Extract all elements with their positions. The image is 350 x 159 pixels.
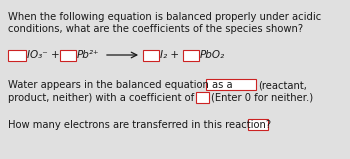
FancyBboxPatch shape: [8, 49, 26, 61]
Text: Pb²⁺: Pb²⁺: [77, 50, 99, 60]
FancyBboxPatch shape: [248, 119, 268, 130]
Text: (reactant,: (reactant,: [258, 80, 307, 90]
Text: Water appears in the balanced equation as a: Water appears in the balanced equation a…: [8, 80, 233, 90]
FancyBboxPatch shape: [196, 92, 209, 103]
FancyBboxPatch shape: [206, 79, 256, 90]
Text: When the following equation is balanced properly under acidic: When the following equation is balanced …: [8, 12, 321, 22]
FancyBboxPatch shape: [183, 49, 199, 61]
Text: product, neither) with a coefficient of: product, neither) with a coefficient of: [8, 93, 194, 103]
FancyBboxPatch shape: [60, 49, 76, 61]
Text: (Enter 0 for neither.): (Enter 0 for neither.): [211, 93, 313, 103]
Text: I₂ +: I₂ +: [160, 50, 179, 60]
Text: How many electrons are transferred in this reaction?: How many electrons are transferred in th…: [8, 120, 271, 130]
Text: conditions, what are the coefficients of the species shown?: conditions, what are the coefficients of…: [8, 24, 303, 34]
Text: PbO₂: PbO₂: [200, 50, 225, 60]
Text: IO₃⁻ +: IO₃⁻ +: [27, 50, 60, 60]
FancyBboxPatch shape: [143, 49, 159, 61]
